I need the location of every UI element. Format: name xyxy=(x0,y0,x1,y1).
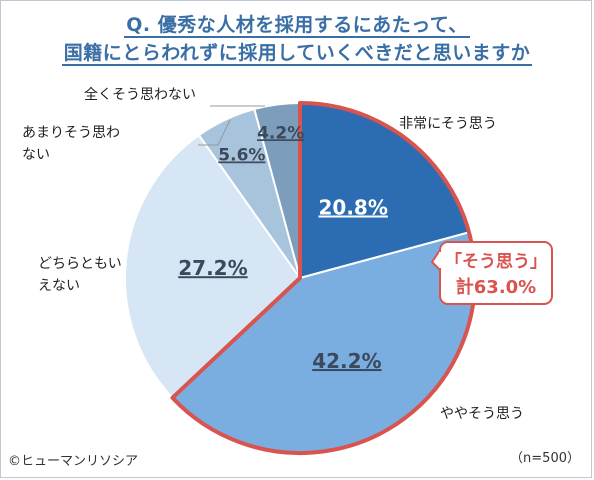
category-label-2: ややそう思う xyxy=(440,406,524,422)
category-label-3-line-1: どちらともい xyxy=(38,256,122,272)
callout-line-1: 「そう思う」 xyxy=(445,251,547,272)
value-label-4: 5.6% xyxy=(218,145,265,165)
leader-line-4 xyxy=(198,119,231,146)
value-label-5: 4.2% xyxy=(257,123,304,143)
category-label-4-line-1: あまりそう思わ xyxy=(22,125,120,141)
credit-text: ©ヒューマンリソシア xyxy=(8,454,139,469)
chart-title-line-1: Q. 優秀な人材を採用するにあたって、 xyxy=(124,14,470,38)
category-label-5: 全くそう思わない xyxy=(84,86,196,103)
callout-gap xyxy=(439,252,443,268)
category-label-1: 非常にそう思う xyxy=(399,116,497,132)
value-label-2: 42.2% xyxy=(312,349,381,373)
callout-line-2: 計63.0% xyxy=(456,276,536,298)
category-label-4-line-2: ない xyxy=(22,147,50,163)
pie-slice-3 xyxy=(124,133,302,400)
category-label-3-line-2: えない xyxy=(38,278,80,294)
value-label-3: 27.2% xyxy=(178,256,247,280)
highlight-outline xyxy=(170,101,477,455)
value-label-1: 20.8% xyxy=(318,196,387,220)
sample-size: （n=500） xyxy=(510,451,580,466)
callout-box xyxy=(439,241,553,305)
chart-title-line-2: 国籍にとらわれずに採用していくべきだと思いますか xyxy=(61,42,533,66)
